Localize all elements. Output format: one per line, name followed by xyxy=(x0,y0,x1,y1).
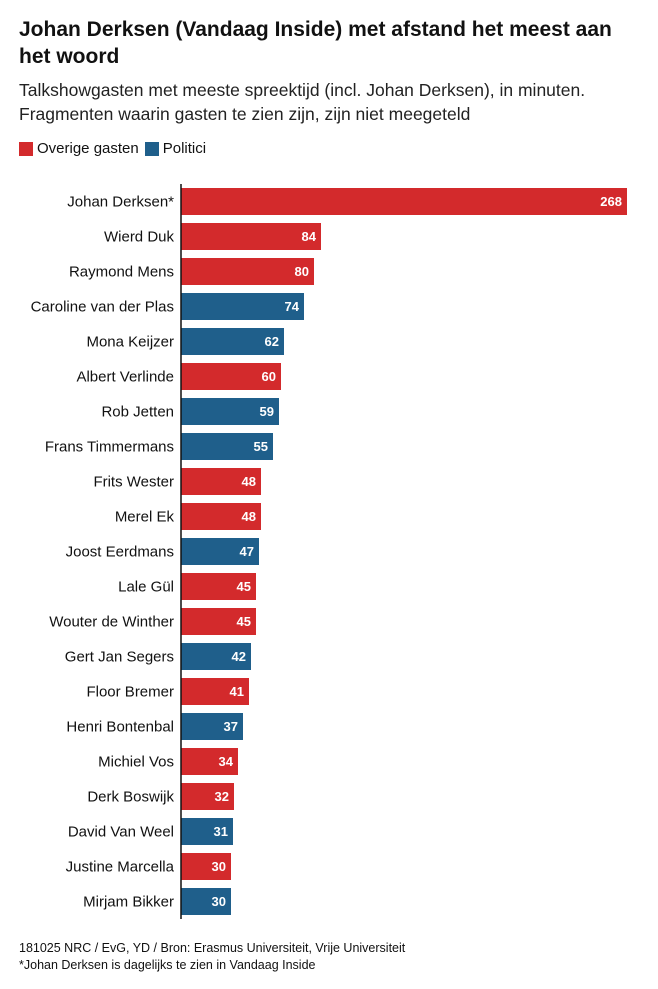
value-label-9: 48 xyxy=(242,509,256,524)
category-label-19: Justine Marcella xyxy=(66,859,175,876)
category-label-6: Rob Jetten xyxy=(101,404,174,421)
category-label-2: Raymond Mens xyxy=(69,264,174,281)
bar-20 xyxy=(181,888,231,915)
category-label-14: Floor Bremer xyxy=(86,684,174,701)
legend-item-politici: Politici xyxy=(144,140,207,157)
chart-subtitle: Talkshowgasten met meeste spreektijd (in… xyxy=(19,80,586,124)
value-label-1: 84 xyxy=(302,229,317,244)
value-label-5: 60 xyxy=(262,369,276,384)
bar-8 xyxy=(181,468,261,495)
category-label-12: Wouter de Winther xyxy=(49,614,174,631)
source-note: 181025 NRC / EvG, YD / Bron: Erasmus Uni… xyxy=(19,941,406,955)
bar-16 xyxy=(181,748,238,775)
bar-1 xyxy=(181,223,321,250)
bar-0 xyxy=(181,188,627,215)
category-label-16: Michiel Vos xyxy=(98,754,174,771)
legend-item-overige: Overige gasten xyxy=(19,140,139,157)
legend-swatch-overige xyxy=(19,141,33,156)
bar-18 xyxy=(181,818,233,845)
bar-chart: Johan Derksen* 268 Wierd Duk 84 Raymond Mens… xyxy=(31,184,627,919)
bar-17 xyxy=(181,783,234,810)
bar-7 xyxy=(181,433,273,460)
category-label-11: Lale Gül xyxy=(118,579,174,596)
bar-9 xyxy=(181,503,261,530)
value-label-13: 42 xyxy=(232,649,246,664)
legend-swatch-politici xyxy=(144,141,159,156)
bar-13 xyxy=(181,643,251,670)
category-label-13: Gert Jan Segers xyxy=(65,649,174,666)
bar-14 xyxy=(181,678,249,705)
category-label-8: Frits Wester xyxy=(93,474,174,491)
category-label-0: Johan Derksen* xyxy=(67,194,174,211)
category-label-18: David Van Weel xyxy=(68,824,174,841)
value-label-12: 45 xyxy=(237,614,251,629)
value-label-10: 47 xyxy=(240,544,254,559)
value-label-3: 74 xyxy=(285,299,300,314)
category-label-1: Wierd Duk xyxy=(104,229,175,246)
value-label-20: 30 xyxy=(212,894,226,909)
bar-2 xyxy=(181,258,314,285)
bar-4 xyxy=(181,328,284,355)
value-label-15: 37 xyxy=(224,719,238,734)
legend: Overige gasten Politici xyxy=(19,140,212,157)
value-label-11: 45 xyxy=(237,579,251,594)
category-label-4: Mona Keijzer xyxy=(86,334,174,351)
bar-5 xyxy=(181,363,281,390)
value-label-0: 268 xyxy=(600,194,622,209)
legend-label-politici: Politici xyxy=(162,140,207,157)
value-label-14: 41 xyxy=(230,684,244,699)
bar-11 xyxy=(181,573,256,600)
bar-19 xyxy=(181,853,231,880)
value-label-19: 30 xyxy=(212,859,226,874)
value-label-17: 32 xyxy=(215,789,229,804)
value-label-7: 55 xyxy=(254,439,268,454)
value-label-18: 31 xyxy=(214,824,228,839)
bar-15 xyxy=(181,713,243,740)
category-label-7: Frans Timmermans xyxy=(45,439,174,456)
category-label-15: Henri Bontenbal xyxy=(66,719,174,736)
chart-title: Johan Derksen (Vandaag Inside) met afsta… xyxy=(19,18,612,68)
legend-label-overige: Overige gasten xyxy=(37,140,139,157)
value-label-16: 34 xyxy=(219,754,234,769)
category-label-3: Caroline van der Plas xyxy=(31,299,174,316)
footnote: *Johan Derksen is dagelijks te zien in V… xyxy=(19,958,316,972)
category-label-10: Joost Eerdmans xyxy=(66,544,174,561)
value-label-2: 80 xyxy=(295,264,309,279)
category-label-20: Mirjam Bikker xyxy=(83,894,174,911)
category-label-17: Derk Boswijk xyxy=(87,789,174,806)
footer: 181025 NRC / EvG, YD / Bron: Erasmus Uni… xyxy=(19,940,405,974)
bar-6 xyxy=(181,398,279,425)
bar-3 xyxy=(181,293,304,320)
value-label-6: 59 xyxy=(260,404,274,419)
bar-12 xyxy=(181,608,256,635)
value-label-4: 62 xyxy=(265,334,279,349)
category-label-5: Albert Verlinde xyxy=(76,369,174,386)
bar-10 xyxy=(181,538,259,565)
value-label-8: 48 xyxy=(242,474,256,489)
category-label-9: Merel Ek xyxy=(115,509,175,526)
